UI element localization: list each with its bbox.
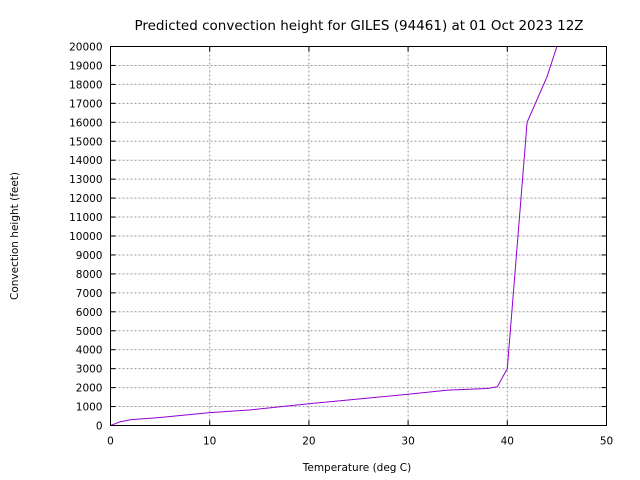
y-tick-label: 12000 [69,193,102,205]
y-tick-label: 5000 [76,326,103,338]
y-tick-label: 0 [96,421,103,433]
axis-ticks: 0 10 20 30 40 50 0 1000 2000 3000 4000 5000 6000 7000… [69,42,613,448]
x-tick-label: 0 [107,436,114,448]
x-tick-label: 20 [302,436,315,448]
y-tick-label: 19000 [69,60,102,72]
grid [110,46,607,426]
y-tick-label: 3000 [76,364,103,376]
y-tick-label: 11000 [69,212,102,224]
y-tick-label: 18000 [69,79,102,91]
x-tick-label: 40 [501,436,514,448]
y-tick-label: 10000 [69,231,102,243]
convection-height-line [110,46,558,426]
y-tick-label: 15000 [69,136,102,148]
y-tick-label: 16000 [69,117,102,129]
y-axis-label: Convection height (feet) [9,172,21,300]
plot-frame [110,46,607,426]
y-tick-label: 14000 [69,155,102,167]
x-axis-label: Temperature (deg C) [302,462,412,474]
y-tick-label: 13000 [69,174,102,186]
x-tick-label: 10 [203,436,216,448]
y-tick-label: 9000 [76,250,103,262]
x-tick-label: 30 [401,436,414,448]
y-tick-label: 8000 [76,269,103,281]
chart-title: Predicted convection height for GILES (9… [134,18,583,34]
y-tick-label: 17000 [69,98,102,110]
y-tick-label: 6000 [76,307,103,319]
y-tick-label: 20000 [69,42,102,54]
series-layer [110,46,558,426]
y-tick-label: 1000 [76,402,103,414]
y-tick-label: 4000 [76,345,103,357]
y-tick-label: 7000 [76,288,103,300]
x-tick-label: 50 [600,436,613,448]
y-tick-label: 2000 [76,383,103,395]
